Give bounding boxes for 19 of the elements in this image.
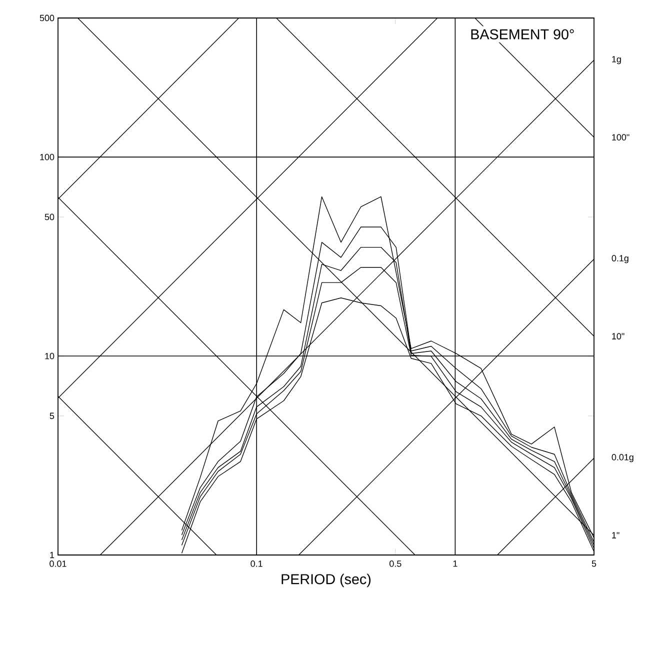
x-tick-label: 0.5 bbox=[390, 560, 402, 567]
y-tick-label: 5 bbox=[50, 412, 54, 420]
y-tick-label: 500 bbox=[40, 14, 54, 22]
series-label: 0.01g bbox=[612, 454, 634, 462]
text: 1g bbox=[612, 56, 621, 64]
y-tick-label: 50 bbox=[44, 214, 54, 220]
y-tick-label: 100 bbox=[40, 154, 54, 160]
x-tick-label: 5 bbox=[592, 560, 596, 567]
x-tick-label: 1 bbox=[453, 560, 458, 567]
x-tick-label: 0.01 bbox=[50, 560, 66, 567]
text: BASEMENT 90° bbox=[471, 29, 574, 40]
y-tick-label: 1 bbox=[50, 552, 54, 558]
text: 100" bbox=[612, 134, 630, 140]
x-axis-title: PERIOD (sec) bbox=[282, 574, 371, 588]
series-label: 0.1g bbox=[612, 255, 628, 264]
text: 10" bbox=[612, 333, 624, 340]
x-tick-label: 0.1 bbox=[250, 560, 262, 567]
y-tick-label: 10 bbox=[45, 352, 54, 360]
text: 1" bbox=[612, 532, 620, 538]
